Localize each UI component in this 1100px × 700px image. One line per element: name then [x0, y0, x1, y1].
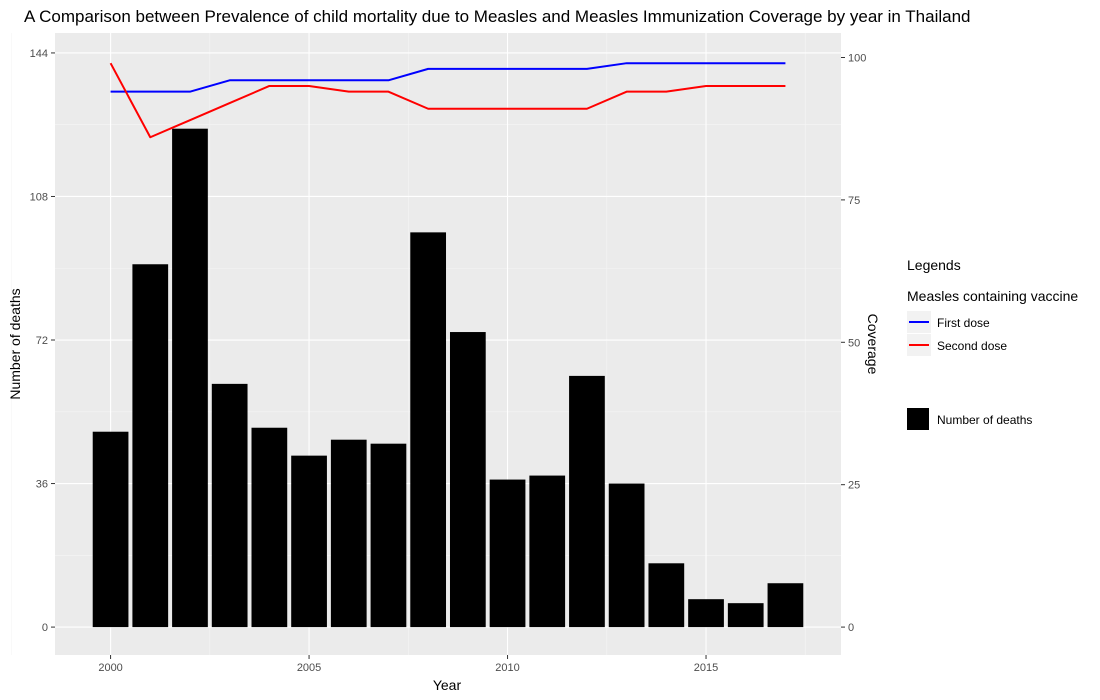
y2-tick-label: 25 [848, 480, 860, 492]
y-tick-label: 36 [36, 479, 48, 491]
bar-deaths-2003 [211, 383, 248, 628]
y2-tick-label: 100 [848, 52, 866, 64]
legend-label-deaths: Number of deaths [937, 413, 1032, 427]
legend-title: Legends [907, 257, 961, 273]
y-tick-label: 0 [42, 622, 48, 634]
bar-deaths-2010 [489, 479, 526, 628]
x-tick-label: 2010 [495, 662, 519, 674]
tick-labels: 0 36 72 108 144 0 25 50 75 100 2000 2005 2010 2015 [30, 48, 867, 674]
legend-group-title: Measles containing vaccine [907, 288, 1078, 304]
bar-deaths-2007 [370, 443, 407, 628]
y-axis-title: Number of deaths [7, 288, 23, 399]
bar-deaths-2009 [449, 332, 486, 628]
y-tick-label: 144 [30, 48, 48, 60]
x-axis-title: Year [433, 677, 462, 693]
bar-deaths-2017 [767, 583, 804, 628]
bar-deaths-2004 [251, 427, 288, 628]
y-tick-label: 108 [30, 191, 48, 203]
legend-label-first-dose: First dose [937, 316, 990, 330]
bar-deaths-2011 [529, 475, 566, 628]
bar-deaths-2008 [410, 232, 447, 628]
bar-deaths-2016 [727, 603, 764, 628]
legend-label-second-dose: Second dose [937, 339, 1007, 353]
bar-deaths-2000 [92, 431, 129, 628]
y2-axis-title: Coverage [865, 314, 881, 375]
y2-tick-label: 50 [848, 337, 860, 349]
y2-tick-label: 0 [848, 622, 854, 634]
axis-ticks [51, 52, 845, 659]
line-second-dose [109, 62, 786, 139]
bar-deaths-2006 [330, 439, 367, 628]
chart-title: A Comparison between Prevalence of child… [24, 7, 971, 26]
x-tick-label: 2015 [694, 662, 718, 674]
y-tick-label: 72 [36, 335, 48, 347]
bars [92, 128, 804, 628]
y2-tick-label: 75 [848, 195, 860, 207]
bar-deaths-2015 [688, 599, 724, 628]
bar-deaths-2005 [291, 455, 327, 628]
bar-deaths-2001 [132, 264, 169, 628]
bar-deaths-2013 [608, 483, 645, 628]
legend: Legends Measles containing vaccine First… [907, 257, 1078, 430]
x-tick-label: 2000 [98, 662, 122, 674]
lines [109, 62, 786, 139]
legend-swatch-deaths [907, 408, 929, 430]
bar-deaths-2012 [569, 375, 605, 628]
x-tick-label: 2005 [297, 662, 321, 674]
line-first-dose [110, 62, 786, 93]
bar-deaths-2014 [648, 563, 685, 628]
bar-deaths-2002 [172, 128, 208, 628]
